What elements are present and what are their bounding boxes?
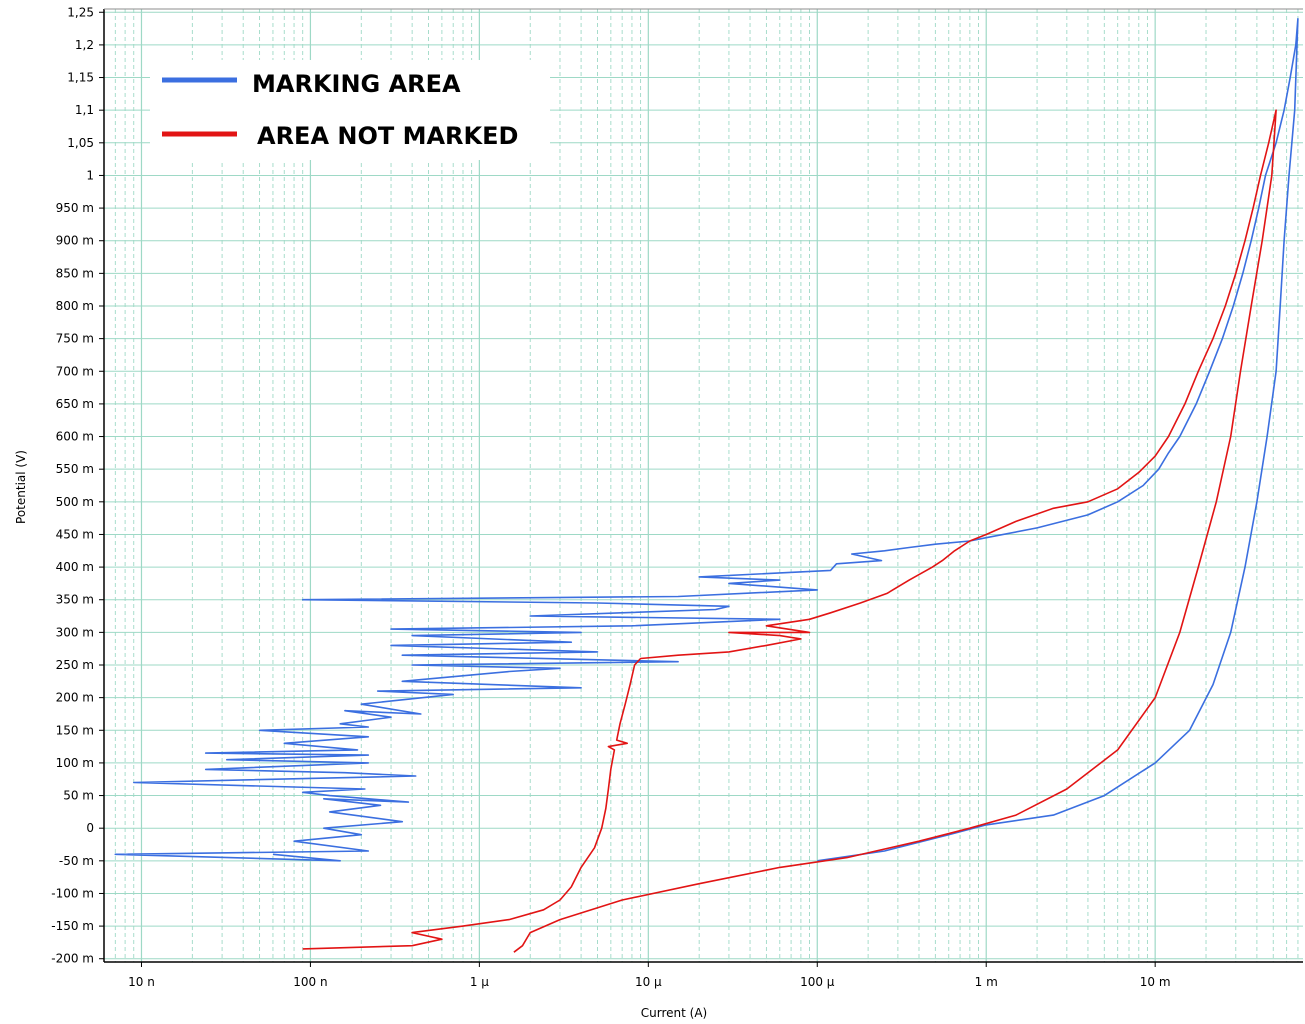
y-tick-label: 1,15: [67, 71, 94, 85]
y-tick-label: 1,05: [67, 136, 94, 150]
y-tick-label: 1,2: [75, 38, 94, 52]
x-tick-label: 100 µ: [800, 975, 835, 989]
legend-label-area-not-marked: AREA NOT MARKED: [257, 122, 518, 150]
y-tick-label: 450 m: [56, 527, 94, 541]
x-tick-label: 10 m: [1140, 975, 1171, 989]
y-tick-label: 100 m: [56, 756, 94, 770]
y-tick-label: 1: [86, 168, 94, 182]
axes: [99, 8, 1303, 967]
y-tick-label: 350 m: [56, 593, 94, 607]
y-tick-label: 650 m: [56, 397, 94, 411]
y-tick-label: 300 m: [56, 625, 94, 639]
x-tick-label: 10 n: [128, 975, 155, 989]
y-tick-label: 150 m: [56, 723, 94, 737]
x-axis-label: Current (A): [641, 1006, 707, 1020]
y-tick-label: 950 m: [56, 201, 94, 215]
y-tick-label: 1,1: [75, 103, 94, 117]
y-tick-label: 1,25: [67, 5, 94, 19]
y-tick-label: 600 m: [56, 430, 94, 444]
y-axis-label: Potential (V): [14, 450, 28, 524]
y-tick-label: -50 m: [59, 854, 94, 868]
series-layer: [114, 18, 1299, 953]
legend-background: [150, 60, 550, 160]
y-tick-label: 750 m: [56, 332, 94, 346]
y-tick-label: 900 m: [56, 234, 94, 248]
y-tick-label: 800 m: [56, 299, 94, 313]
y-tick-label: 250 m: [56, 658, 94, 672]
y-tick-label: -100 m: [51, 886, 94, 900]
x-tick-label: 1 m: [975, 975, 998, 989]
y-tick-label: -150 m: [51, 919, 94, 933]
x-tick-label: 100 n: [293, 975, 327, 989]
y-tick-label: 550 m: [56, 462, 94, 476]
gridlines: [103, 9, 1303, 962]
y-tick-label: 50 m: [63, 789, 94, 803]
y-tick-label: 0: [86, 821, 94, 835]
y-tick-label: 200 m: [56, 691, 94, 705]
legend: MARKING AREA AREA NOT MARKED: [150, 60, 550, 160]
y-tick-label: -200 m: [51, 952, 94, 966]
x-tick-label: 10 µ: [635, 975, 662, 989]
y-tick-label: 500 m: [56, 495, 94, 509]
series-line-marking-area: [114, 18, 1299, 862]
y-tick-label: 700 m: [56, 364, 94, 378]
y-tick-label: 850 m: [56, 266, 94, 280]
tick-labels: 1,25 1,2 1,15 1,1 1,05 1 950 m 900 m 850 m 800 m 7…: [51, 5, 1170, 989]
y-tick-label: 400 m: [56, 560, 94, 574]
series-line-area-not-marked: [302, 109, 1277, 953]
legend-label-marking-area: MARKING AREA: [252, 70, 461, 98]
x-tick-label: 1 µ: [470, 975, 489, 989]
